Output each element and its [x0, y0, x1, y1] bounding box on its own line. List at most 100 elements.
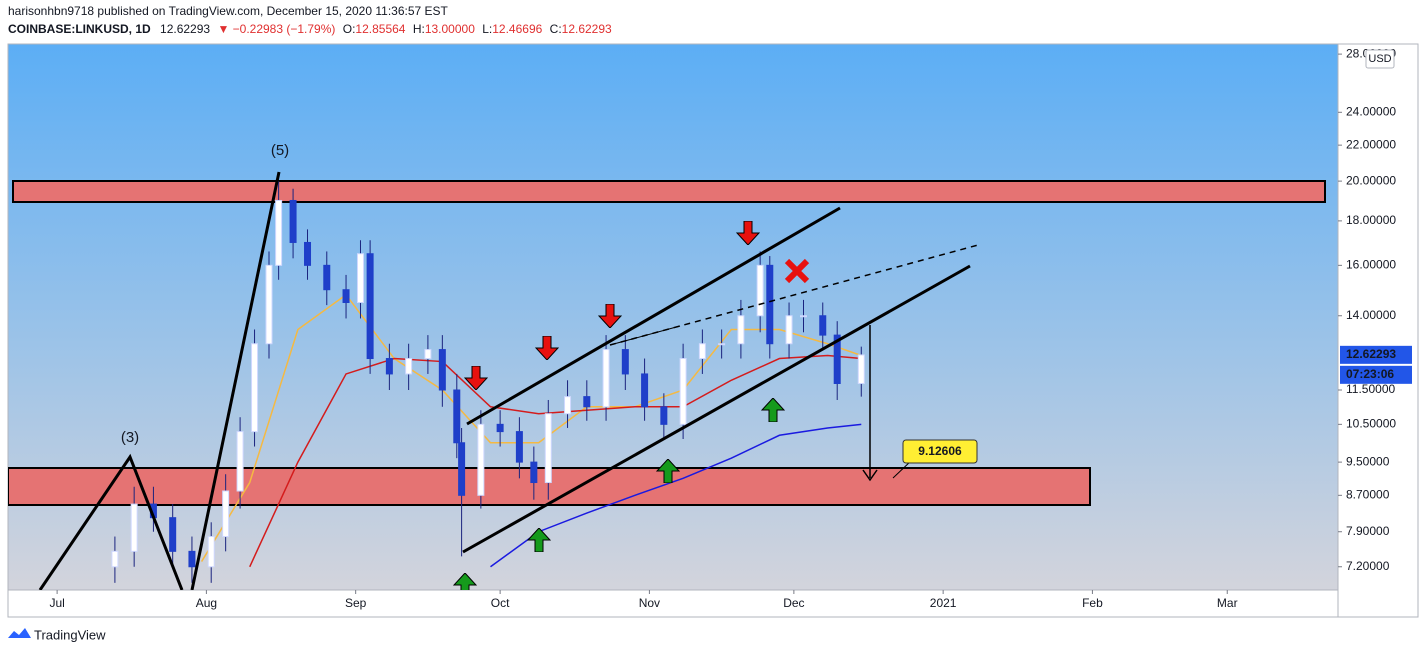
y-tick-label: 11.50000 — [1346, 382, 1395, 396]
candle-body — [583, 396, 591, 408]
candle-body — [496, 423, 504, 433]
h-label: H: — [413, 22, 425, 36]
trend-link — [609, 325, 681, 346]
red-cross — [784, 258, 810, 284]
candle-body — [304, 241, 312, 266]
candle-body — [766, 264, 774, 345]
candle-body — [207, 536, 215, 568]
resistance-zone — [12, 180, 1326, 203]
candle-body — [785, 315, 793, 345]
countdown-label: 07:23:06 — [1346, 367, 1394, 381]
symbol: COINBASE:LINKUSD, 1D — [8, 22, 151, 36]
candle-body — [289, 199, 297, 243]
candle-body — [111, 550, 119, 568]
moving-average — [249, 354, 862, 568]
price-series — [111, 181, 865, 583]
c-label: C: — [550, 22, 562, 36]
brand-logo — [8, 628, 31, 638]
candle-body — [385, 358, 393, 375]
y-tick-label: 24.00000 — [1346, 104, 1396, 118]
plot-bg — [8, 44, 1338, 590]
y-tick-label: 18.00000 — [1346, 213, 1396, 227]
wave-label: (3) — [121, 429, 139, 446]
wave-line — [190, 171, 281, 590]
x-tick-label: Nov — [639, 596, 660, 610]
axes: 28.0000024.0000022.0000020.0000018.00000… — [49, 46, 1412, 610]
y-tick-label: 14.00000 — [1346, 308, 1396, 322]
x-tick-label: Jul — [49, 596, 64, 610]
drawings — [38, 171, 979, 590]
candle-body — [477, 423, 485, 496]
target-label: 9.12606 — [918, 444, 962, 458]
frame — [7, 43, 1419, 618]
candle-body — [236, 431, 244, 492]
y-tick-label: 10.50000 — [1346, 417, 1396, 431]
x-tick-label: Aug — [196, 596, 217, 610]
candle-body — [188, 550, 196, 568]
candle-body — [819, 315, 827, 336]
candle-body — [405, 358, 413, 375]
x-tick-label: Feb — [1082, 596, 1103, 610]
target-box — [902, 439, 978, 464]
y-tick-label: 8.70000 — [1346, 487, 1390, 501]
channel-lower — [462, 264, 971, 554]
candle-body — [453, 389, 461, 444]
last-price-tag — [1340, 345, 1412, 364]
candle-body — [424, 349, 432, 360]
x-tick-label: Sep — [345, 596, 367, 610]
candle-body — [251, 343, 259, 433]
candle-body — [857, 354, 865, 384]
y-tick-label: 9.50000 — [1346, 454, 1390, 468]
candle-body — [130, 503, 138, 552]
o-value: 12.85564 — [355, 22, 405, 36]
author-line: harisonhbn9718 published on TradingView.… — [8, 4, 449, 18]
l-label: L: — [482, 22, 492, 36]
y-tick-label: 22.00000 — [1346, 137, 1396, 151]
candle-body — [698, 343, 706, 360]
candle-body — [169, 517, 177, 552]
y-tick-label: 7.20000 — [1346, 559, 1390, 573]
target-arrow-head — [862, 469, 878, 482]
o-label: O: — [343, 22, 356, 36]
h-value: 13.00000 — [425, 22, 475, 36]
candle-body — [660, 406, 668, 425]
currency-box — [1365, 49, 1395, 69]
candle-body — [530, 461, 538, 484]
moving-average — [490, 423, 862, 568]
countdown-tag — [1340, 365, 1412, 384]
x-tick-label: Dec — [783, 596, 804, 610]
candle-body — [458, 442, 466, 496]
quote-line: COINBASE:LINKUSD, 1D 12.62293 ▼ −0.22983… — [8, 22, 612, 36]
candle-body — [641, 373, 649, 408]
candle-body — [342, 289, 350, 304]
c-value: 12.62293 — [562, 22, 612, 36]
candle-body — [737, 315, 745, 345]
candle-body — [323, 264, 331, 291]
candle-body — [718, 343, 726, 346]
wave-line — [38, 453, 184, 590]
candle-body — [438, 349, 446, 391]
currency: USD — [1368, 53, 1391, 65]
candle-body — [602, 349, 610, 408]
candle-body — [515, 431, 523, 463]
candle-body — [222, 490, 230, 538]
candle-body — [799, 315, 807, 318]
dashed-trend — [609, 244, 979, 346]
x-tick-label: Mar — [1217, 596, 1238, 610]
y-tick-label: 7.90000 — [1346, 524, 1390, 538]
candle-body — [564, 396, 572, 415]
x-tick-label: 2021 — [930, 596, 957, 610]
brand: TradingView — [34, 627, 106, 642]
candle-body — [366, 253, 374, 360]
wave-label: (5) — [271, 142, 289, 159]
candle-body — [833, 334, 841, 384]
candle-body — [265, 264, 273, 345]
last-price-label: 12.62293 — [1346, 347, 1396, 361]
candle-body — [356, 253, 364, 304]
moving-average — [200, 293, 862, 562]
candle-body — [756, 264, 764, 317]
y-tick-label: 16.00000 — [1346, 258, 1396, 272]
candle-body — [679, 358, 687, 425]
candle-body — [275, 199, 283, 266]
